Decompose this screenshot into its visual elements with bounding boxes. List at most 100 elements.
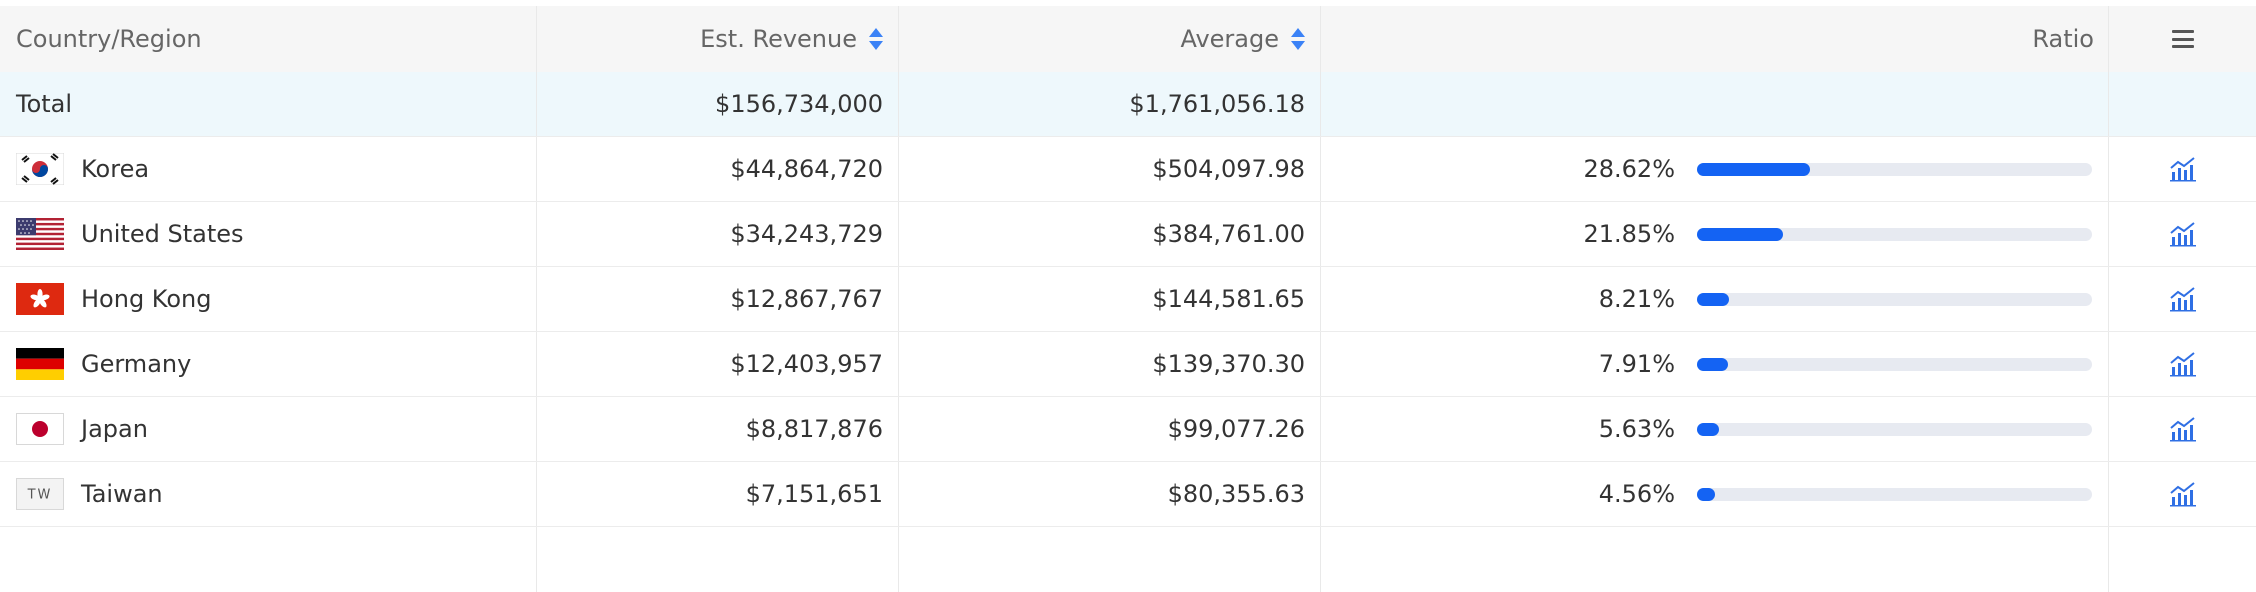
- country-cell: Hong Kong: [16, 267, 536, 331]
- average-cell: $139,370.30: [899, 332, 1305, 396]
- ratio-bar: [1697, 227, 2092, 241]
- country-cell: Germany: [16, 332, 536, 396]
- country-cell: Korea: [16, 137, 536, 201]
- average-cell: $99,077.26: [899, 397, 1305, 461]
- average-value: $99,077.26: [1167, 415, 1305, 443]
- ratio-bar-cell: [1697, 332, 2092, 396]
- country-header-label: Country/Region: [16, 25, 202, 53]
- country-name: Japan: [81, 415, 148, 443]
- trend-button[interactable]: [2109, 137, 2256, 201]
- country-cell: Japan: [16, 397, 536, 461]
- revenue-cell: $44,864,720: [537, 137, 883, 201]
- ratio-bar-cell: [1697, 462, 2092, 526]
- total-label: Total: [16, 90, 73, 118]
- table-row: TW Taiwan $7,151,651 $80,355.63 4.56%: [0, 462, 2256, 527]
- ratio-bar-fill: [1697, 292, 1730, 306]
- table-row: Korea $44,864,720 $504,097.98 28.62%: [0, 137, 2256, 202]
- table-row: Germany $12,403,957 $139,370.30 7.91%: [0, 332, 2256, 397]
- ratio-bar: [1697, 487, 2092, 501]
- total-revenue: $156,734,000: [715, 90, 883, 118]
- revenue-cell: $8,817,876: [537, 397, 883, 461]
- average-value: $144,581.65: [1152, 285, 1305, 313]
- total-label-cell: Total: [16, 72, 536, 136]
- ratio-bar: [1697, 422, 2092, 436]
- country-name: Germany: [81, 350, 192, 378]
- flag-hong-kong-icon: [16, 283, 64, 315]
- trend-button[interactable]: [2109, 202, 2256, 266]
- ratio-bar-fill: [1697, 487, 1715, 501]
- ratio-value: 8.21%: [1598, 285, 1675, 313]
- flag-taiwan-icon: TW: [16, 478, 64, 510]
- ratio-bar-cell: [1697, 267, 2092, 331]
- ratio-cell: 5.63%: [1321, 397, 1675, 461]
- average-value: $504,097.98: [1152, 155, 1305, 183]
- ratio-cell: 7.91%: [1321, 332, 1675, 396]
- column-menu-button[interactable]: [2109, 6, 2256, 72]
- ratio-value: 5.63%: [1598, 415, 1675, 443]
- revenue-cell: $7,151,651: [537, 462, 883, 526]
- average-header-label: Average: [1180, 25, 1279, 53]
- ratio-value: 21.85%: [1583, 220, 1675, 248]
- flag-germany-icon: [16, 348, 64, 380]
- sort-icon[interactable]: [869, 28, 883, 50]
- revenue-cell: $12,867,767: [537, 267, 883, 331]
- trend-button[interactable]: [2109, 332, 2256, 396]
- ratio-column-header: Ratio: [1321, 6, 2094, 72]
- country-cell: TW Taiwan: [16, 462, 536, 526]
- country-name: United States: [81, 220, 244, 248]
- trend-button[interactable]: [2109, 397, 2256, 461]
- ratio-value: 4.56%: [1598, 480, 1675, 508]
- ratio-bar-fill: [1697, 357, 1729, 371]
- total-revenue-cell: $156,734,000: [537, 72, 883, 136]
- average-value: $384,761.00: [1152, 220, 1305, 248]
- trend-chart-icon[interactable]: [2169, 221, 2197, 247]
- ratio-cell: 8.21%: [1321, 267, 1675, 331]
- trend-chart-icon[interactable]: [2169, 416, 2197, 442]
- country-cell: United States: [16, 202, 536, 266]
- revenue-value: $7,151,651: [745, 480, 883, 508]
- revenue-cell: $12,403,957: [537, 332, 883, 396]
- table-header: Country/Region Est. Revenue Average Rati…: [0, 6, 2256, 72]
- flag-korea-icon: [16, 153, 64, 185]
- menu-icon[interactable]: [2171, 30, 2194, 48]
- average-value: $139,370.30: [1152, 350, 1305, 378]
- revenue-value: $8,817,876: [745, 415, 883, 443]
- average-cell: $144,581.65: [899, 267, 1305, 331]
- revenue-header-label: Est. Revenue: [700, 25, 857, 53]
- ratio-bar-fill: [1697, 162, 1811, 176]
- trend-chart-icon[interactable]: [2169, 481, 2197, 507]
- trend-button[interactable]: [2109, 462, 2256, 526]
- country-name: Korea: [81, 155, 150, 183]
- trend-chart-icon[interactable]: [2169, 286, 2197, 312]
- trend-chart-icon[interactable]: [2169, 156, 2197, 182]
- svg-text:TW: TW: [27, 488, 53, 503]
- ratio-value: 7.91%: [1598, 350, 1675, 378]
- ratio-bar: [1697, 357, 2092, 371]
- country-name: Hong Kong: [81, 285, 212, 313]
- trend-chart-icon[interactable]: [2169, 351, 2197, 377]
- average-column-header[interactable]: Average: [899, 6, 1305, 72]
- trend-button[interactable]: [2109, 267, 2256, 331]
- country-column-header: Country/Region: [16, 6, 536, 72]
- ratio-bar-fill: [1697, 422, 1720, 436]
- total-row: Total $156,734,000 $1,761,056.18: [0, 72, 2256, 137]
- average-cell: $384,761.00: [899, 202, 1305, 266]
- revenue-cell: $34,243,729: [537, 202, 883, 266]
- table-row: Japan $8,817,876 $99,077.26 5.63%: [0, 397, 2256, 462]
- flag-united-states-icon: [16, 218, 64, 250]
- revenue-value: $12,867,767: [730, 285, 883, 313]
- table-row: United States $34,243,729 $384,761.00 21…: [0, 202, 2256, 267]
- average-cell: $80,355.63: [899, 462, 1305, 526]
- sort-icon[interactable]: [1291, 28, 1305, 50]
- ratio-bar-cell: [1697, 137, 2092, 201]
- revenue-column-header[interactable]: Est. Revenue: [537, 6, 883, 72]
- ratio-cell: 28.62%: [1321, 137, 1675, 201]
- ratio-bar: [1697, 292, 2092, 306]
- total-average: $1,761,056.18: [1129, 90, 1305, 118]
- ratio-cell: 4.56%: [1321, 462, 1675, 526]
- ratio-bar-cell: [1697, 202, 2092, 266]
- table-row: [0, 527, 2256, 592]
- ratio-value: 28.62%: [1583, 155, 1675, 183]
- revenue-value: $34,243,729: [730, 220, 883, 248]
- ratio-bar-fill: [1697, 227, 1784, 241]
